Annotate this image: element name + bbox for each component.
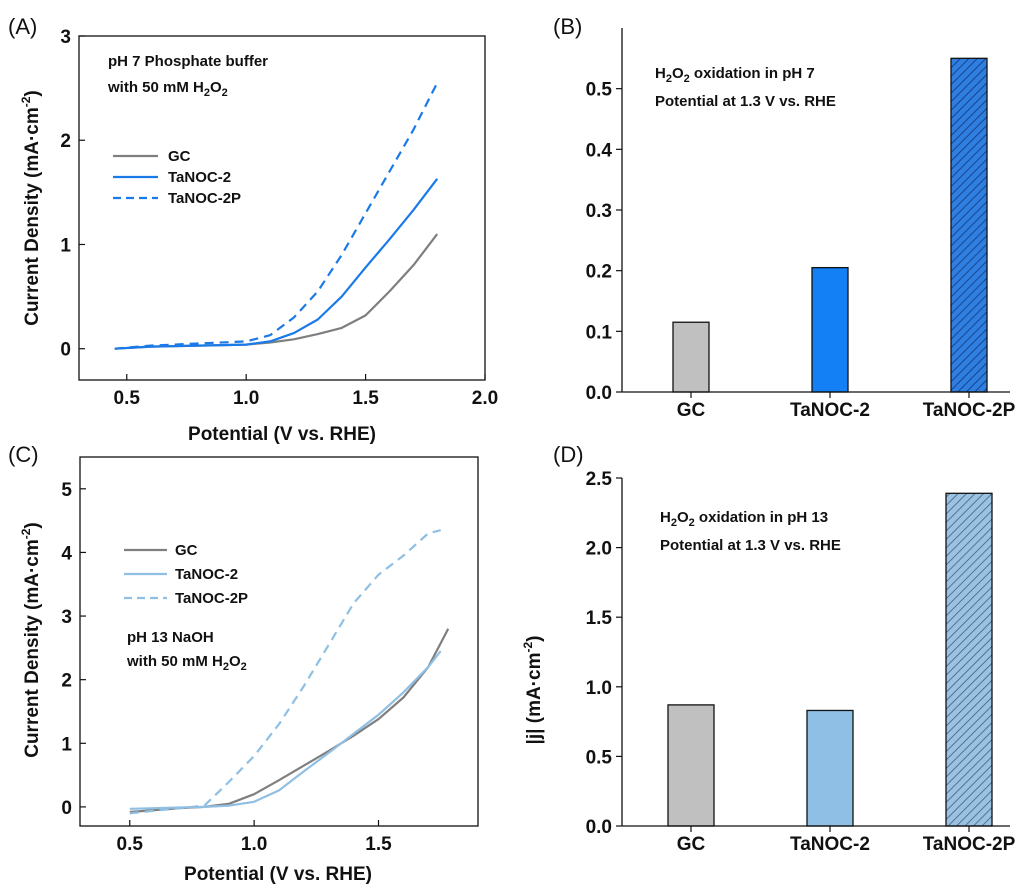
y-tick-label: 0.0 <box>586 817 612 838</box>
series-tanoc-2p <box>114 82 439 350</box>
panel-c-label: (C) <box>8 442 39 467</box>
panel-c-ticks: 0.5 1.0 1.5 0 1 2 3 4 5 <box>61 480 392 855</box>
y-tick-label: 2 <box>61 671 72 692</box>
series-tanoc-2p <box>129 529 441 815</box>
panel-a-note-1: pH 7 Phosphate buffer <box>108 53 268 70</box>
panel-b-label: (B) <box>553 14 582 39</box>
x-tick-label: TaNOC-2P <box>923 834 1016 855</box>
panel-d-label: (D) <box>553 442 584 467</box>
panel-d-ticks: 0.0 0.5 1.0 1.5 2.0 2.5 <box>586 469 622 838</box>
y-tick-label: 0.1 <box>586 322 613 343</box>
y-tick-label: 2.5 <box>586 469 613 490</box>
y-tick-label: 0.3 <box>586 201 612 222</box>
bar-tanoc-2 <box>806 709 854 827</box>
legend-label-gc: GC <box>168 148 191 165</box>
panel-a-legend: GC TaNOC-2 TaNOC-2P <box>113 148 241 207</box>
x-tick-label: 1.5 <box>365 834 392 855</box>
panel-b-note-1: H2O2 oxidation in pH 7 <box>655 65 815 85</box>
panel-c-ylabel: Current Density (mA·cm-2) <box>19 522 43 758</box>
x-tick-label: GC <box>677 400 706 421</box>
x-tick-label: 2.0 <box>472 388 498 409</box>
legend-label-tanoc-2: TaNOC-2 <box>175 566 238 583</box>
panel-c-legend: GC TaNOC-2 TaNOC-2P <box>124 542 248 607</box>
x-tick-label: TaNOC-2 <box>790 834 870 855</box>
panel-d: (D) 0.0 0.5 1.0 1.5 2.0 2.5 GC TaNOC-2 TaNOC-2P… <box>521 442 1016 855</box>
panel-a: (A) 0.5 1.0 1.5 2.0 0 1 2 3 pH 7 Phosphate buff… <box>8 14 498 445</box>
y-tick-label: 0 <box>60 340 71 361</box>
x-tick-label: TaNOC-2 <box>790 400 870 421</box>
x-tick-label: 1.0 <box>241 834 267 855</box>
panel-d-bars: GC TaNOC-2 TaNOC-2P <box>667 492 1016 855</box>
panel-c-series <box>129 529 450 815</box>
bar-tanoc-2p <box>945 492 993 827</box>
bar-gc <box>672 321 710 393</box>
legend-label-tanoc-2p: TaNOC-2P <box>168 190 241 207</box>
panel-b-bars: GC TaNOC-2 TaNOC-2P <box>672 57 1016 421</box>
panel-a-series <box>114 82 439 350</box>
x-tick-label: 0.5 <box>114 388 141 409</box>
panel-c-note-1: pH 13 NaOH <box>127 629 214 646</box>
panel-c-xlabel: Potential (V vs. RHE) <box>184 864 372 885</box>
panel-a-frame <box>78 35 486 381</box>
panel-a-ticks: 0.5 1.0 1.5 2.0 0 1 2 3 <box>60 27 498 409</box>
y-tick-label: 1.0 <box>586 678 612 699</box>
bar-tanoc-2p <box>950 57 988 393</box>
panel-d-note-1: H2O2 oxidation in pH 13 <box>660 509 828 529</box>
panel-c-frame <box>79 456 479 827</box>
panel-a-ylabel: Current Density (mA·cm-2) <box>19 90 43 326</box>
y-tick-label: 2 <box>60 131 71 152</box>
y-tick-label: 4 <box>61 543 72 564</box>
y-tick-label: 1 <box>61 734 72 755</box>
x-tick-label: 1.0 <box>233 388 259 409</box>
y-tick-label: 0.2 <box>586 262 612 283</box>
panel-b-note-2: Potential at 1.3 V vs. RHE <box>655 93 836 110</box>
series-tanoc-2 <box>129 650 442 810</box>
y-tick-label: 0 <box>61 798 72 819</box>
legend-label-gc: GC <box>175 542 198 559</box>
panel-a-label: (A) <box>8 14 37 39</box>
x-tick-label: TaNOC-2P <box>923 400 1016 421</box>
y-tick-label: 0.5 <box>586 747 613 768</box>
bar-tanoc-2 <box>811 266 849 393</box>
y-tick-label: 2.0 <box>586 539 612 560</box>
legend-label-tanoc-2p: TaNOC-2P <box>175 590 248 607</box>
x-tick-label: 1.5 <box>352 388 379 409</box>
panel-d-ylabel: |j| (mA·cm-2) <box>521 636 545 745</box>
series-tanoc-2 <box>114 178 439 350</box>
y-tick-label: 3 <box>60 27 71 48</box>
panel-b: (B) 0.0 0.1 0.2 0.3 0.4 0.5 GC TaNOC-2 TaNOC-2P… <box>553 14 1016 421</box>
y-tick-label: 0.0 <box>586 383 612 404</box>
y-tick-label: 3 <box>61 607 72 628</box>
panel-a-xlabel: Potential (V vs. RHE) <box>188 424 376 445</box>
x-tick-label: 0.5 <box>117 834 144 855</box>
series-gc <box>114 233 439 350</box>
panel-b-ticks: 0.0 0.1 0.2 0.3 0.4 0.5 <box>586 80 622 404</box>
panel-c-note-2: with 50 mM H2O2 <box>126 653 247 673</box>
y-tick-label: 0.4 <box>586 140 613 161</box>
y-tick-label: 1 <box>60 235 71 256</box>
y-tick-label: 0.5 <box>586 80 613 101</box>
y-tick-label: 5 <box>61 480 72 501</box>
panel-a-note-2: with 50 mM H2O2 <box>107 79 228 99</box>
bar-gc <box>667 704 715 827</box>
x-tick-label: GC <box>677 834 706 855</box>
legend-label-tanoc-2: TaNOC-2 <box>168 169 231 186</box>
y-tick-label: 1.5 <box>586 608 613 629</box>
panel-d-note-2: Potential at 1.3 V vs. RHE <box>660 537 841 554</box>
